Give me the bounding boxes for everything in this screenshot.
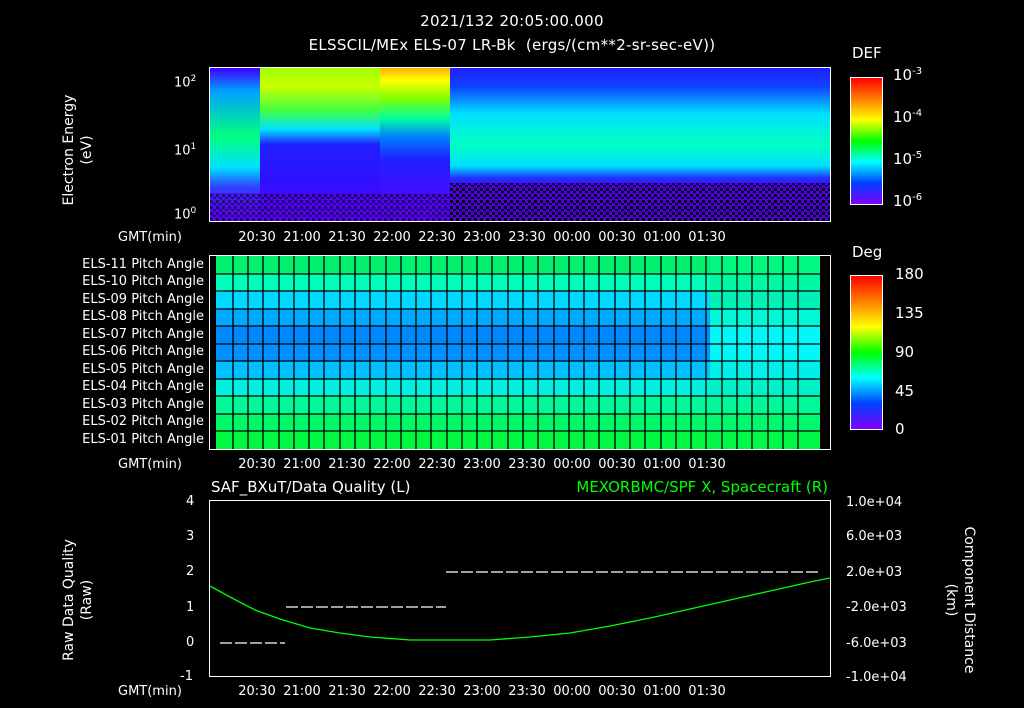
panel3-right-ylabel: Component Distance (km): [942, 510, 978, 690]
ytick: -2.0e+03: [846, 600, 907, 615]
row-label: ELS-08 Pitch Angle: [82, 309, 204, 324]
xtick: 22:00: [373, 230, 411, 245]
xtick: 23:00: [463, 457, 501, 472]
xtick: 21:30: [328, 230, 366, 245]
row-label: ELS-02 Pitch Angle: [82, 414, 204, 429]
panel1-ylabel-line2: (eV): [79, 135, 95, 165]
row-label: ELS-06 Pitch Angle: [82, 344, 204, 359]
row-label: ELS-05 Pitch Angle: [82, 362, 204, 377]
degree-colorbar: [850, 275, 883, 430]
panel1-ylabel-line1: Electron Energy: [61, 94, 77, 206]
panel3-left-ylabel-line2: (Raw): [79, 579, 95, 621]
xtick: 21:30: [328, 684, 366, 699]
quality-distance-plot: [209, 571, 831, 644]
xtick: 22:30: [418, 457, 456, 472]
colorbar2-label: 135: [895, 304, 924, 322]
plot-title: ELSSCIL/MEx ELS-07 LR-Bk (ergs/(cm**2-sr…: [308, 36, 716, 54]
ytick: 2.0e+03: [846, 565, 903, 580]
xtick: 23:30: [508, 457, 546, 472]
panel3-left-ylabel-line1: Raw Data Quality: [61, 539, 77, 661]
xtick: 01:30: [688, 684, 726, 699]
colorbar2-label: 0: [895, 420, 905, 438]
ytick: -1.0e+04: [846, 670, 907, 685]
xtick: 22:30: [418, 684, 456, 699]
xtick: 00:30: [598, 230, 636, 245]
row-label: ELS-04 Pitch Angle: [82, 379, 204, 394]
row-label: ELS-01 Pitch Angle: [82, 432, 204, 447]
ytick: 6.0e+03: [846, 529, 903, 544]
panel3-xlabel: GMT(min): [118, 684, 182, 699]
panel1-ylabel: Electron Energy (eV): [60, 60, 96, 240]
xtick: 01:30: [688, 457, 726, 472]
row-label: ELS-07 Pitch Angle: [82, 327, 204, 342]
colorbar1-label: 10-3: [893, 66, 923, 84]
xtick: 22:00: [373, 684, 411, 699]
panel1-xlabel: GMT(min): [118, 230, 182, 245]
xtick: 00:30: [598, 684, 636, 699]
colorbar2-title: Deg: [852, 243, 883, 261]
xtick: 00:00: [553, 457, 591, 472]
xtick: 21:00: [283, 457, 321, 472]
colorbar1-label: 10-5: [893, 150, 923, 168]
xtick: 23:30: [508, 230, 546, 245]
xtick: 00:30: [598, 457, 636, 472]
row-label: ELS-03 Pitch Angle: [82, 397, 204, 412]
panel3-right-title: MEXORBMC/SPF X, Spacecraft (R): [576, 478, 828, 496]
xtick: 20:30: [238, 457, 276, 472]
ytick: 1: [186, 600, 195, 615]
xtick: 00:00: [553, 230, 591, 245]
colorbar2-label: 180: [895, 265, 924, 283]
xtick: 23:30: [508, 684, 546, 699]
xtick: 21:00: [283, 684, 321, 699]
row-label: ELS-09 Pitch Angle: [82, 292, 204, 307]
def-colorbar: [850, 77, 883, 205]
ytick: 2: [186, 564, 195, 579]
colorbar2-label: 45: [895, 382, 915, 400]
colorbar1-label: 10-4: [893, 108, 923, 126]
xtick: 21:00: [283, 230, 321, 245]
panel3-right-ylabel-line1: Component Distance: [961, 526, 977, 674]
plot-timestamp: 2021/132 20:05:00.000: [420, 12, 604, 30]
spectrogram-frame: [209, 67, 831, 222]
xtick: 01:00: [643, 684, 681, 699]
row-label: ELS-11 Pitch Angle: [82, 257, 204, 272]
colorbar1-label: 10-6: [893, 192, 923, 210]
panel3-frame: [209, 500, 831, 677]
xtick: 00:00: [553, 684, 591, 699]
panel3-left-title: SAF_BXuT/Data Quality (L): [211, 478, 411, 496]
panel1-ytick-10: 101: [174, 142, 197, 159]
ytick: 0: [186, 635, 195, 650]
panel1-ytick-1: 100: [174, 206, 197, 223]
xtick: 23:00: [463, 684, 501, 699]
xtick: 20:30: [238, 230, 276, 245]
xtick: 01:00: [643, 457, 681, 472]
panel3-left-ylabel: Raw Data Quality (Raw): [60, 510, 96, 690]
colorbar1-title: DEF: [852, 44, 882, 62]
xtick: 22:30: [418, 230, 456, 245]
xtick: 01:00: [643, 230, 681, 245]
row-label: ELS-10 Pitch Angle: [82, 274, 204, 289]
colorbar2-label: 90: [895, 343, 915, 361]
xtick: 01:30: [688, 230, 726, 245]
ytick: 3: [186, 529, 195, 544]
ytick: 4: [186, 494, 195, 509]
pitch-angle-frame: [209, 255, 831, 450]
ytick: -1: [180, 669, 193, 684]
panel2-xlabel: GMT(min): [118, 457, 182, 472]
panel3-right-ylabel-line2: (km): [943, 583, 959, 617]
ytick: -6.0e+03: [846, 636, 907, 651]
panel1-ytick-100: 102: [174, 74, 197, 91]
ytick: 1.0e+04: [846, 495, 903, 510]
xtick: 22:00: [373, 457, 411, 472]
xtick: 21:30: [328, 457, 366, 472]
xtick: 23:00: [463, 230, 501, 245]
pitch-angle-heatmap: [210, 256, 830, 449]
spectrogram-plot: [210, 68, 830, 221]
xtick: 20:30: [238, 684, 276, 699]
